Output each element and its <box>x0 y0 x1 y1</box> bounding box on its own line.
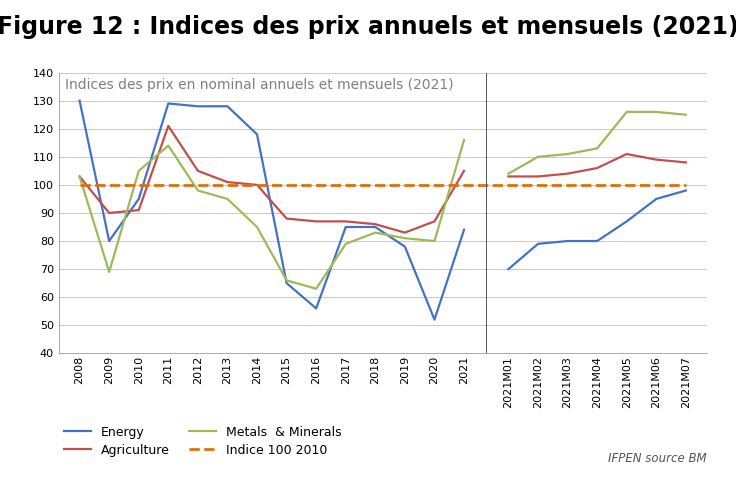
Text: Figure 12 : Indices des prix annuels et mensuels (2021): Figure 12 : Indices des prix annuels et … <box>0 15 736 39</box>
Legend: Energy, Agriculture, Metals  & Minerals, Indice 100 2010: Energy, Agriculture, Metals & Minerals, … <box>59 422 347 462</box>
Text: IFPEN source BM: IFPEN source BM <box>608 452 707 465</box>
Text: Indices des prix en nominal annuels et mensuels (2021): Indices des prix en nominal annuels et m… <box>66 78 454 92</box>
